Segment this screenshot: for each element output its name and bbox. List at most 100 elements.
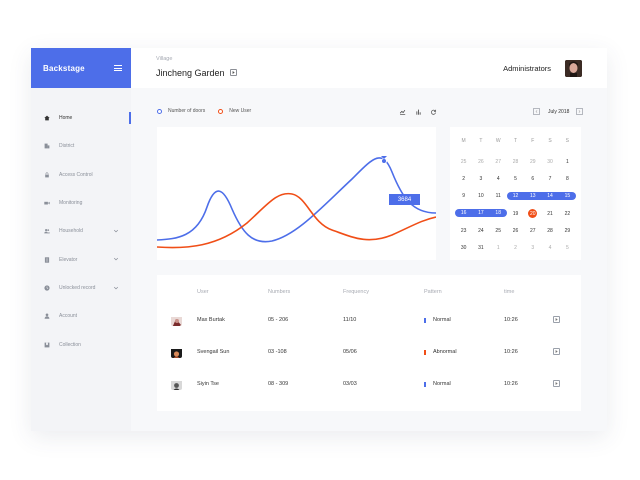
calendar-day[interactable]: 25 bbox=[455, 153, 472, 170]
calendar-day-label: 24 bbox=[478, 227, 484, 234]
calendar-day[interactable]: 26 bbox=[507, 222, 524, 239]
sidebar-item-home[interactable]: Home bbox=[31, 104, 131, 132]
calendar-day[interactable]: 17 bbox=[472, 209, 490, 218]
bar-chart-icon[interactable] bbox=[415, 109, 422, 115]
calendar-day-label: 3 bbox=[479, 175, 483, 182]
calendar-day[interactable]: 15 bbox=[558, 192, 576, 201]
next-month-button[interactable] bbox=[576, 108, 584, 115]
calendar-day[interactable]: 8 bbox=[559, 170, 576, 187]
calendar-day[interactable]: 10 bbox=[472, 188, 489, 205]
calendar-day[interactable]: 24 bbox=[472, 222, 489, 239]
clock-icon bbox=[44, 285, 50, 291]
user-role-label[interactable]: Administrators bbox=[503, 64, 551, 73]
row-detail-button[interactable] bbox=[553, 348, 560, 355]
sidebar-item-access-control[interactable]: Access Control bbox=[31, 161, 131, 189]
calendar-day[interactable]: 25 bbox=[490, 222, 507, 239]
main-area: Village Jincheng Garden Administrators N… bbox=[131, 48, 607, 431]
calendar-day[interactable]: 6 bbox=[524, 170, 541, 187]
calendar-day[interactable]: 30 bbox=[455, 239, 472, 256]
sidebar-item-account[interactable]: Account bbox=[31, 302, 131, 330]
calendar-day[interactable]: 4 bbox=[541, 239, 558, 256]
calendar-day[interactable]: 26 bbox=[472, 153, 489, 170]
chevron-down-icon[interactable] bbox=[113, 256, 119, 262]
calendar-day[interactable]: 28 bbox=[541, 222, 558, 239]
calendar-day-label: 1 bbox=[565, 158, 569, 165]
calendar-day[interactable]: 5 bbox=[507, 170, 524, 187]
calendar-day[interactable]: 29 bbox=[524, 153, 541, 170]
highlight-point[interactable] bbox=[381, 158, 387, 164]
calendar-day[interactable]: 5 bbox=[559, 239, 576, 256]
column-header-frequency[interactable]: Frequency bbox=[343, 289, 369, 295]
calendar-day[interactable]: 23 bbox=[455, 222, 472, 239]
calendar-day[interactable]: 7 bbox=[541, 170, 558, 187]
calendar-day[interactable]: 22 bbox=[559, 205, 576, 222]
sidebar-item-unlocked-record[interactable]: Unlocked record bbox=[31, 274, 131, 302]
calendar-day[interactable]: 31 bbox=[472, 239, 489, 256]
calendar-day[interactable]: 1 bbox=[559, 153, 576, 170]
switch-village-button[interactable] bbox=[230, 69, 237, 76]
calendar-day[interactable]: 28 bbox=[507, 153, 524, 170]
sidebar-item-household[interactable]: Household bbox=[31, 217, 131, 245]
legend-item-number-of-doors[interactable]: Number of doors bbox=[157, 108, 205, 114]
calendar-day[interactable]: 2 bbox=[455, 170, 472, 187]
avatar[interactable] bbox=[565, 60, 582, 77]
calendar-day[interactable]: 11 bbox=[490, 188, 507, 205]
sidebar-item-label: Home bbox=[59, 115, 73, 122]
sidebar-item-district[interactable]: District bbox=[31, 132, 131, 160]
calendar-day[interactable]: 27 bbox=[524, 222, 541, 239]
pattern-indicator bbox=[424, 318, 426, 323]
calendar-day-label: 7 bbox=[548, 175, 552, 182]
calendar-day[interactable]: 20 bbox=[524, 205, 541, 222]
row-detail-button[interactable] bbox=[553, 380, 560, 387]
calendar-day[interactable]: 16 bbox=[455, 209, 473, 218]
column-header-time[interactable]: time bbox=[504, 289, 515, 295]
calendar-day[interactable]: 18 bbox=[489, 209, 507, 218]
calendar-day[interactable]: 30 bbox=[541, 153, 558, 170]
calendar-day[interactable]: 2 bbox=[507, 239, 524, 256]
calendar-day-label: 27 bbox=[530, 227, 536, 234]
calendar-day-label: 20 bbox=[528, 209, 538, 219]
chevron-down-icon[interactable] bbox=[113, 285, 119, 291]
sidebar-item-monitoring[interactable]: Monitoring bbox=[31, 189, 131, 217]
table-row[interactable]: Max Burtak 05 - 206 11/10 Normal 10:26 bbox=[157, 315, 581, 335]
calendar-day-label: 12 bbox=[512, 193, 519, 200]
calendar-day[interactable]: 1 bbox=[490, 239, 507, 256]
calendar-day-label: 21 bbox=[547, 210, 553, 217]
calendar-day-label: 18 bbox=[495, 210, 501, 217]
column-header-user[interactable]: User bbox=[197, 289, 209, 295]
calendar-day[interactable]: 4 bbox=[490, 170, 507, 187]
calendar-day[interactable]: 13 bbox=[524, 192, 542, 201]
calendar-day[interactable]: 3 bbox=[524, 239, 541, 256]
calendar-day[interactable]: 21 bbox=[541, 205, 558, 222]
column-header-numbers[interactable]: Numbers bbox=[268, 289, 291, 295]
table-row[interactable]: Siyin Tse 08 - 309 03/03 Normal 10:26 bbox=[157, 379, 581, 399]
breadcrumb[interactable]: Village bbox=[156, 56, 173, 62]
calendar-day[interactable]: 29 bbox=[559, 222, 576, 239]
calendar-day-label: 25 bbox=[495, 227, 501, 234]
calendar-day[interactable]: 3 bbox=[472, 170, 489, 187]
line-chart-card bbox=[157, 127, 436, 260]
calendar-day[interactable]: 27 bbox=[490, 153, 507, 170]
calendar-day[interactable]: 14 bbox=[541, 192, 559, 201]
calendar-day[interactable]: 12 bbox=[506, 192, 525, 201]
sidebar-item-elevator[interactable]: Elevator bbox=[31, 245, 131, 273]
chevron-down-icon[interactable] bbox=[113, 228, 119, 234]
hamburger-menu-icon[interactable] bbox=[114, 65, 122, 71]
legend-item-new-user[interactable]: New User bbox=[218, 108, 251, 114]
calendar-day-label: 30 bbox=[547, 158, 553, 165]
table-row[interactable]: Svengail Sun 03 -108 05/06 Abnormal 10:2… bbox=[157, 347, 581, 367]
calendar-day[interactable]: 19 bbox=[507, 205, 524, 222]
prev-month-button[interactable] bbox=[533, 108, 540, 115]
weekday-label: S bbox=[565, 138, 570, 144]
refresh-icon[interactable] bbox=[430, 109, 437, 115]
calendar-day-label: 1 bbox=[496, 245, 500, 252]
caret-right-icon bbox=[555, 382, 558, 385]
sidebar-item-collection[interactable]: Collection bbox=[31, 330, 131, 358]
line-chart-icon[interactable] bbox=[399, 109, 406, 115]
calendar-day[interactable]: 9 bbox=[455, 188, 472, 205]
column-header-pattern[interactable]: Pattern bbox=[424, 289, 442, 295]
tooltip-pointer bbox=[381, 156, 387, 159]
weekday-label: F bbox=[531, 138, 535, 144]
sidebar-item-label: Collection bbox=[59, 341, 81, 348]
row-detail-button[interactable] bbox=[553, 316, 560, 323]
